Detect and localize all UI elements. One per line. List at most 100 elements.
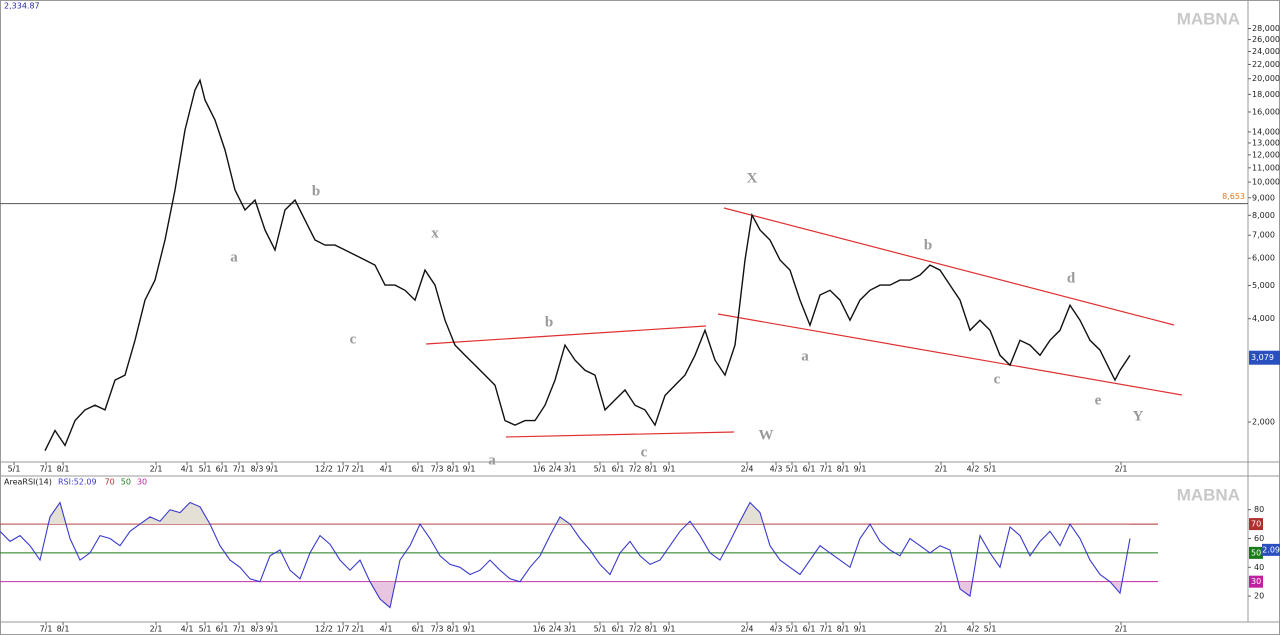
y-tick-label: 20 (1254, 592, 1264, 601)
x-tick-label: 2/1 (150, 465, 163, 474)
x-tick-label: 9/1 (663, 625, 676, 634)
wave-label: Y (1133, 408, 1144, 424)
rsi-title: AreaRSI(14) (4, 478, 52, 487)
x-tick-label: 9/1 (266, 625, 279, 634)
wave-label: b (924, 237, 932, 253)
y-tick-label: 2,000 (1252, 418, 1275, 427)
watermark: MABNA (1177, 485, 1240, 504)
x-tick-label: 4/1 (181, 465, 194, 474)
y-tick-label: 6,000 (1252, 254, 1275, 263)
last-price-label: 3,079 (1251, 353, 1274, 362)
x-tick-label: 6/1 (803, 465, 816, 474)
x-tick-label: 3/1 (564, 625, 577, 634)
x-tick-label: 8/3 (251, 625, 264, 634)
x-tick-label: 9/1 (663, 465, 676, 474)
x-tick-label: 6/1 (803, 625, 816, 634)
y-tick-label: 16,000 (1252, 107, 1280, 116)
y-tick-label: 8,000 (1252, 211, 1275, 220)
wave-label: c (641, 444, 648, 460)
wave-label: a (801, 348, 809, 364)
x-tick-label: 4/3 (770, 625, 783, 634)
x-tick-label: 8/1 (645, 625, 658, 634)
y-tick-label: 9,000 (1252, 193, 1275, 202)
x-tick-label: 5/1 (984, 625, 997, 634)
x-tick-label: 6/1 (412, 625, 425, 634)
wave-label: e (1095, 392, 1102, 408)
wave-label: X (747, 170, 758, 186)
x-tick-label: 6/1 (612, 465, 625, 474)
wave-label: a (488, 452, 496, 468)
level-box (1249, 575, 1263, 588)
x-tick-label: 8/1 (837, 465, 850, 474)
x-tick-label: 1/6 (533, 625, 546, 634)
x-tick-label: 2/1 (935, 465, 948, 474)
x-tick-label: 8/1 (447, 465, 460, 474)
x-tick-label: 9/1 (854, 465, 867, 474)
x-tick-label: 2/4 (741, 465, 754, 474)
x-tick-label: 6/1 (216, 625, 229, 634)
x-tick-label: 6/1 (612, 625, 625, 634)
trend-line (505, 431, 735, 438)
x-tick-label: 7/2 (629, 465, 642, 474)
y-tick-label: 10,000 (1252, 178, 1280, 187)
level-axis-label: 70 (1251, 520, 1261, 529)
wave-label: b (312, 183, 320, 199)
x-tick-label: 8/3 (251, 465, 264, 474)
y-tick-label: 5,000 (1252, 281, 1275, 290)
watermark: MABNA (1177, 9, 1240, 28)
level-axis-label: 30 (1251, 577, 1261, 586)
x-tick-label: 5/1 (984, 465, 997, 474)
y-tick-label: 20,000 (1252, 74, 1280, 83)
y-tick-label: 7,000 (1252, 231, 1275, 240)
wave-label: c (350, 331, 357, 347)
last-rsi-label: 52.09 (1257, 545, 1280, 554)
x-tick-label: 6/1 (216, 465, 229, 474)
x-tick-label: 7/3 (431, 465, 444, 474)
x-tick-label: 8/1 (447, 625, 460, 634)
x-tick-label: 4/1 (380, 465, 393, 474)
y-tick-label: 12,000 (1252, 150, 1280, 159)
x-tick-label: 1/7 (337, 625, 350, 634)
x-tick-label: 8/1 (645, 465, 658, 474)
wave-label: d (1067, 270, 1076, 286)
trend-line (717, 313, 1183, 396)
x-tick-label: 8/1 (57, 625, 70, 634)
y-tick-label: 80 (1254, 505, 1264, 514)
x-tick-label: 2/1 (1115, 625, 1128, 634)
last-rsi-box (1262, 543, 1280, 556)
x-tick-label: 4/3 (770, 465, 783, 474)
x-tick-label: 2/1 (150, 625, 163, 634)
x-tick-label: 5/1 (594, 625, 607, 634)
level-header: 30 (137, 478, 147, 487)
wave-label: b (545, 314, 553, 330)
y-tick-label: 13,000 (1252, 138, 1280, 147)
x-tick-label: 7/3 (431, 625, 444, 634)
price-line (44, 78, 1131, 452)
x-tick-label: 5/1 (786, 465, 799, 474)
x-tick-label: 5/1 (786, 625, 799, 634)
level-box (1249, 546, 1263, 559)
level-axis-label: 50 (1251, 548, 1261, 557)
x-tick-label: 9/1 (854, 625, 867, 634)
x-tick-label: 1/6 (533, 465, 546, 474)
x-tick-label: 5/1 (199, 465, 212, 474)
x-tick-label: 12/2 (315, 625, 333, 634)
legend-entry: RSI:52.09 (58, 478, 97, 487)
x-tick-label: 7/1 (233, 625, 246, 634)
rsi-line (0, 501, 1131, 609)
x-tick-label: 9/1 (463, 625, 476, 634)
x-tick-label: 5/1 (594, 465, 607, 474)
last-price-box (1249, 350, 1280, 365)
level-box (1249, 518, 1263, 531)
x-tick-label: 5/1 (199, 625, 212, 634)
x-tick-label: 2/4 (741, 625, 754, 634)
x-tick-label: 2/4 (549, 625, 562, 634)
level-header: 50 (121, 478, 131, 487)
x-tick-label: 4/2 (967, 625, 980, 634)
y-tick-label: 18,000 (1252, 90, 1280, 99)
x-tick-label: 7/1 (820, 465, 833, 474)
y-tick-label: 14,000 (1252, 127, 1280, 136)
x-tick-label: 2/1 (352, 625, 365, 634)
y-tick-label: 4,000 (1252, 314, 1275, 323)
y-tick-label: 22,000 (1252, 60, 1280, 69)
